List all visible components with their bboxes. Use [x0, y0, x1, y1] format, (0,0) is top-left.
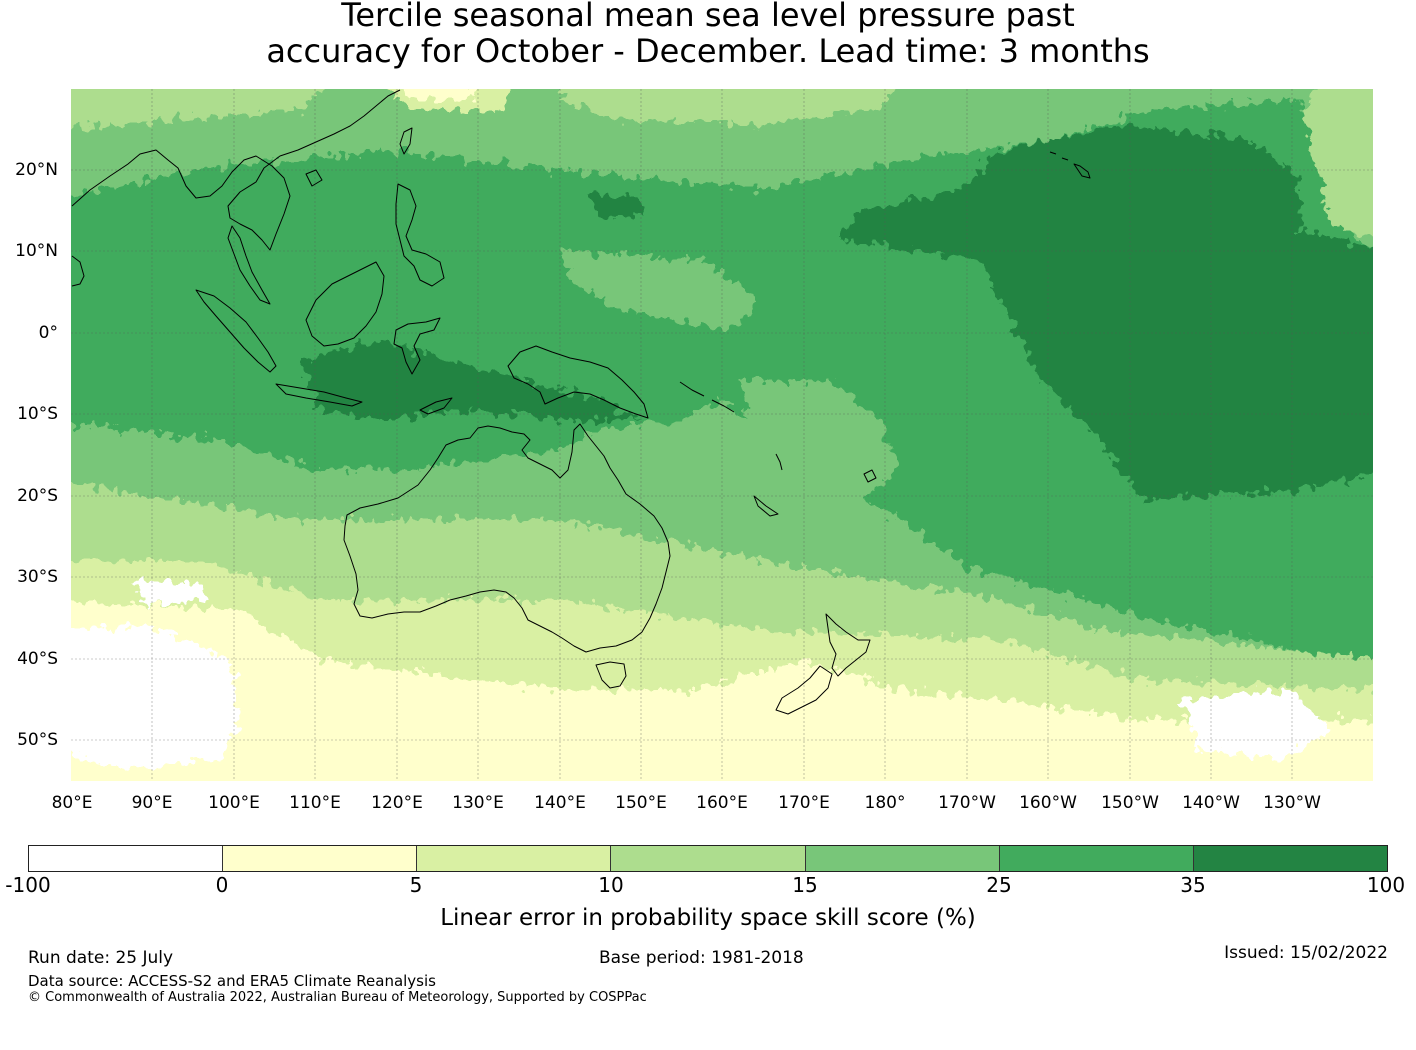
lon-label-170e: 170°E: [778, 793, 830, 813]
colorbar-segment-25-35: [999, 846, 1194, 871]
sumatra-coastline: [195, 289, 277, 373]
lon-label-150e: 150°E: [615, 793, 667, 813]
colorbar-tick-100: 100: [1366, 873, 1406, 897]
new-caledonia-coastline: [753, 495, 779, 517]
run-date: Run date: 25 July: [28, 948, 174, 968]
map-title-line-2: accuracy for October - December. Lead ti…: [266, 32, 1150, 70]
lat-label-10n: 10°N: [15, 241, 58, 261]
australia-coastline: [343, 423, 671, 653]
map-gridlines: [71, 89, 1373, 781]
skill-zone-15-25-pocket: [560, 250, 760, 330]
lon-label-130w: 130°W: [1263, 793, 1321, 813]
colorbar-tick-35: 35: [1180, 873, 1206, 897]
lon-label-120e: 120°E: [371, 793, 423, 813]
colorbar-segment-neg100-0: [29, 846, 224, 871]
lon-label-150w: 150°W: [1101, 793, 1159, 813]
lon-label-140w: 140°W: [1182, 793, 1240, 813]
lat-label-50s: 50°S: [17, 730, 58, 750]
lon-label-130e: 130°E: [452, 793, 504, 813]
coastlines: [71, 89, 1091, 715]
new-guinea-coastline: [507, 345, 649, 419]
skill-zone-15-25-pocket-2: [740, 380, 900, 500]
lat-label-0: 0°: [38, 323, 58, 343]
lat-label-20n: 20°N: [15, 160, 58, 180]
skill-zone-negative-sw: [71, 625, 240, 770]
colorbar-segment-0-5: [223, 846, 418, 871]
taiwan-coastline: [399, 127, 413, 155]
colorbar-tick-25: 25: [986, 873, 1012, 897]
lat-label-10s: 10°S: [17, 404, 58, 424]
java-coastline: [275, 383, 363, 407]
hawaii-coastline: [1049, 151, 1091, 179]
lat-label-40s: 40°S: [17, 649, 58, 669]
skill-zone-negative-se: [1180, 690, 1330, 760]
fiji-coastline: [863, 469, 877, 483]
skill-zone-0-5-north: [404, 89, 476, 100]
lat-label-20s: 20°S: [17, 486, 58, 506]
sulawesi-coastline: [393, 317, 441, 375]
lon-label-180: 180°: [864, 793, 906, 813]
solomon-islands-coastline: [679, 381, 735, 413]
colorbar-segment-10-15: [611, 846, 806, 871]
map-title-line-1: Tercile seasonal mean sea level pressure…: [341, 0, 1075, 34]
lon-label-170w: 170°W: [938, 793, 996, 813]
lon-label-140e: 140°E: [534, 793, 586, 813]
base-period: Base period: 1981-2018: [599, 948, 804, 968]
skill-zone-10-15-nw: [71, 89, 321, 130]
colorbar-tick-15: 15: [792, 873, 818, 897]
hainan-coastline: [305, 169, 323, 187]
copyright-notice: © Commonwealth of Australia 2022, Austra…: [28, 990, 647, 1005]
lon-label-160e: 160°E: [696, 793, 748, 813]
colorbar-label: Linear error in probability space skill …: [440, 905, 976, 931]
vanuatu-coastline: [775, 453, 783, 471]
malay-peninsula-coastline: [227, 225, 271, 305]
timor-coastline: [419, 397, 453, 415]
lat-label-30s: 30°S: [17, 567, 58, 587]
lon-label-90e: 90°E: [131, 793, 173, 813]
lon-label-100e: 100°E: [208, 793, 260, 813]
new-zealand-north-coastline: [825, 613, 871, 677]
skill-zone-10-15-north: [560, 89, 894, 125]
colorbar-segment-35-100: [1193, 846, 1387, 871]
new-zealand-south-coastline: [775, 665, 833, 715]
colorbar-tick-0: 0: [215, 873, 229, 897]
data-source: Data source: ACCESS-S2 and ERA5 Climate …: [28, 972, 436, 990]
lon-label-110e: 110°E: [289, 793, 341, 813]
skill-zone-0-5: [71, 601, 1373, 781]
tasmania-coastline: [595, 661, 627, 689]
borneo-coastline: [305, 261, 385, 347]
india-tip-coastline: [71, 255, 85, 287]
colorbar-tick-10: 10: [598, 873, 624, 897]
lon-label-160w: 160°W: [1019, 793, 1077, 813]
colorbar-tick-5: 5: [409, 873, 423, 897]
lon-label-80e: 80°E: [51, 793, 93, 813]
skill-score-map: [71, 89, 1373, 781]
skill-zone-negative-spot: [130, 580, 210, 605]
colorbar-tick-neg100: -100: [5, 873, 51, 897]
colorbar: [28, 845, 1388, 872]
mainland-asia-coastline: [71, 89, 401, 251]
skill-zone-35-100-maritime: [300, 340, 640, 420]
colorbar-segment-5-10: [417, 846, 612, 871]
colorbar-segment-15-25: [805, 846, 1000, 871]
skill-zone-35-100-spot: [590, 195, 645, 218]
issued-date: Issued: 15/02/2022: [1224, 943, 1388, 963]
skill-zone-35-100-east: [840, 125, 1373, 500]
philippines-coastline: [395, 183, 445, 287]
